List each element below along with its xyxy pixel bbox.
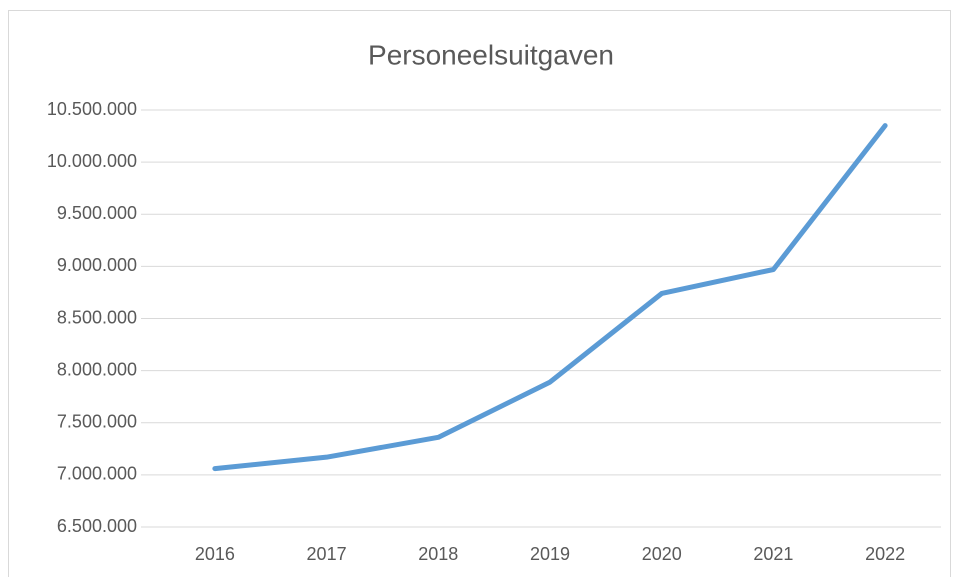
- x-tick-label: 2019: [530, 544, 570, 564]
- y-tick-label: 10.500.000: [47, 99, 137, 119]
- y-tick-label: 7.500.000: [57, 412, 137, 432]
- y-tick-label: 6.500.000: [57, 516, 137, 536]
- chart-title: Personeelsuitgaven: [368, 39, 614, 70]
- x-tick-label: 2016: [195, 544, 235, 564]
- y-tick-label: 10.000.000: [47, 151, 137, 171]
- y-tick-label: 8.500.000: [57, 307, 137, 327]
- x-tick-label: 2018: [418, 544, 458, 564]
- y-tick-label: 9.500.000: [57, 203, 137, 223]
- data-line: [212, 123, 888, 472]
- x-tick-label: 2022: [865, 544, 905, 564]
- x-tick-label: 2017: [307, 544, 347, 564]
- y-tick-label: 9.000.000: [57, 255, 137, 275]
- y-tick-label: 7.000.000: [57, 464, 137, 484]
- y-tick-label: 8.000.000: [57, 359, 137, 379]
- x-tick-label: 2020: [642, 544, 682, 564]
- x-tick-label: 2021: [753, 544, 793, 564]
- chart-border: [8, 10, 951, 582]
